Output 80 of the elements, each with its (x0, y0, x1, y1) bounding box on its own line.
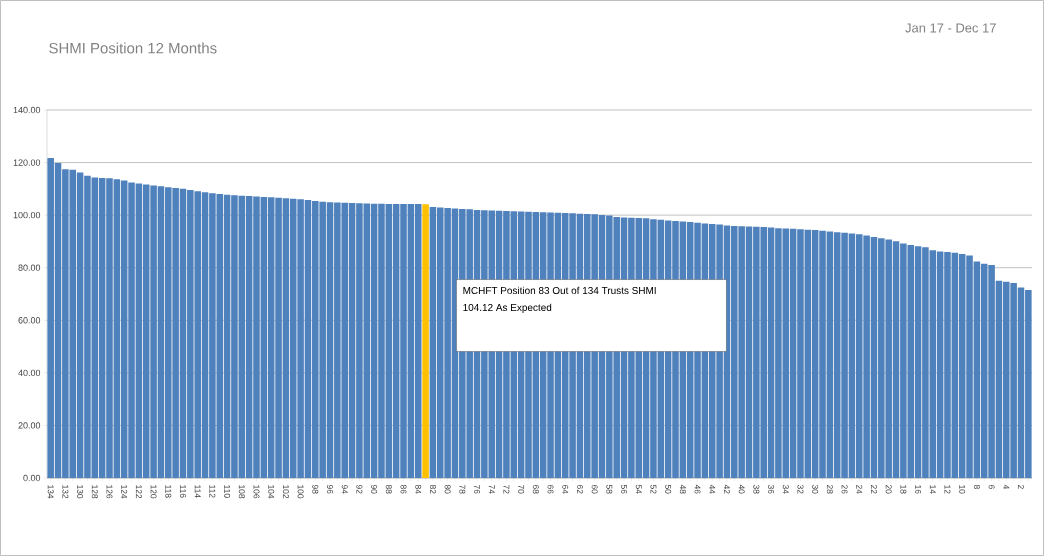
y-tick-label: 60.00 (18, 317, 41, 324)
x-tick-label: 30 (812, 484, 819, 494)
y-tick-label: 0.00 (23, 474, 41, 482)
x-tick-label: 42 (724, 484, 730, 494)
x-tick-label: 28 (826, 484, 833, 494)
x-tick-label: 52 (650, 484, 657, 494)
x-tick-label: 48 (679, 484, 686, 494)
x-tick-label: 26 (841, 484, 848, 494)
x-tick-label: 114 (194, 485, 201, 498)
x-tick-label: 16 (915, 485, 922, 494)
y-tick-label: 120.00 (13, 159, 41, 166)
x-tick-label: 106 (253, 485, 260, 499)
x-tick-label: 74 (488, 484, 495, 494)
x-tick-label: 108 (238, 485, 245, 499)
x-tick-label: 60 (591, 484, 598, 494)
x-tick-label: 90 (371, 484, 378, 494)
x-tick-label: 80 (444, 484, 451, 494)
x-tick-label: 118 (165, 485, 172, 498)
x-tick-label: 84 (415, 484, 422, 494)
x-tick-label: 120 (150, 485, 157, 499)
x-tick-label: 112 (209, 485, 216, 498)
x-tick-label: 22 (871, 484, 877, 494)
x-tick-label: 44 (709, 484, 716, 494)
x-tick-label: 20 (885, 484, 892, 494)
y-tick-label: 20.00 (18, 422, 41, 429)
x-tick-label: 50 (665, 484, 672, 494)
chart-title: SHMI Position 12 Months (49, 42, 217, 54)
annotation: MCHFT Position 83 Out of 134 Trusts SHMI (463, 286, 656, 295)
x-tick-label: 62 (576, 484, 583, 494)
x-tick-label: 14 (929, 485, 936, 494)
x-tick-label: 24 (856, 484, 863, 494)
x-tick-label: 86 (400, 484, 407, 494)
y-tick-label: 80.00 (18, 264, 41, 271)
x-tick-label: 18 (900, 485, 907, 494)
x-tick-label: 10 (959, 485, 966, 494)
x-tick-label: 46 (694, 484, 701, 494)
y-tick-label: 40.00 (18, 369, 41, 377)
x-tick-label: 116 (180, 485, 186, 498)
x-tick-label: 88 (385, 484, 392, 494)
x-tick-label: 70 (518, 484, 525, 494)
x-tick-label: 96 (327, 484, 333, 494)
x-tick-label: 68 (532, 484, 539, 494)
y-tick-label: 140.00 (13, 106, 41, 114)
x-tick-label: 34 (782, 484, 789, 494)
x-tick-label: 134 (47, 485, 54, 499)
x-tick-label: 56 (621, 484, 628, 494)
x-tick-label: 54 (635, 484, 642, 494)
x-tick-label: 2 (1018, 484, 1024, 489)
x-tick-label: 126 (106, 485, 113, 499)
x-tick-label: 72 (503, 484, 510, 494)
x-tick-label: 92 (356, 484, 363, 494)
x-tick-label: 58 (606, 484, 613, 494)
x-tick-label: 82 (429, 484, 436, 494)
x-tick-label: 6 (988, 484, 995, 489)
x-tick-label: 100 (297, 485, 304, 499)
x-tick-label: 124 (121, 485, 128, 499)
x-tick-label: 104 (268, 485, 275, 499)
bar (422, 204, 429, 478)
x-tick-label: 66 (547, 484, 554, 494)
x-tick-label: 102 (282, 485, 289, 499)
x-tick-label: 4 (1003, 484, 1010, 489)
x-tick-label: 38 (753, 484, 760, 494)
x-tick-label: 94 (341, 484, 348, 494)
x-tick-label: 36 (768, 484, 775, 494)
x-tick-label: 12 (944, 485, 951, 494)
x-tick-label: 130 (77, 485, 84, 499)
x-tick-label: 128 (91, 485, 98, 499)
x-tick-label: 8 (973, 484, 980, 489)
x-tick-label: 98 (312, 484, 319, 494)
x-tick-label: 122 (135, 485, 142, 499)
x-tick-label: 32 (797, 484, 804, 494)
x-tick-label: 64 (562, 484, 569, 494)
y-tick-label: 100.00 (13, 211, 41, 219)
annotation: 104.12 As Expected (463, 303, 552, 313)
x-tick-label: 78 (459, 484, 466, 494)
chart-subtitle: Jan 17 - Dec 17 (905, 23, 996, 33)
x-tick-label: 132 (62, 485, 69, 499)
x-tick-label: 40 (738, 484, 745, 494)
x-tick-label: 76 (474, 484, 481, 494)
x-tick-label: 110 (224, 485, 231, 498)
